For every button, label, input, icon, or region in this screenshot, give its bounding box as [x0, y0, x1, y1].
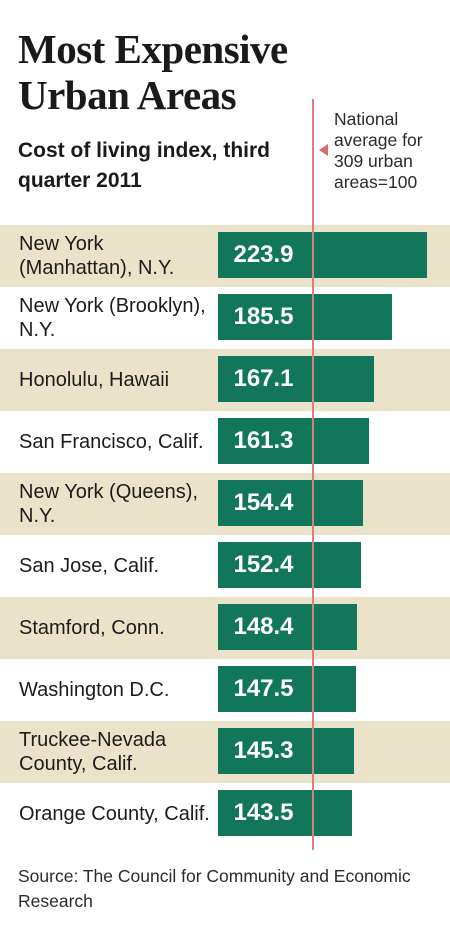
value-label: 223.9 — [233, 241, 294, 268]
value-label: 152.4 — [233, 551, 294, 578]
value-label: 161.3 — [233, 427, 294, 454]
category-label: New York (Queens), N.Y. — [19, 481, 198, 527]
bar — [218, 356, 374, 402]
reference-arrow-icon — [319, 144, 328, 156]
category-label: Stamford, Conn. — [19, 617, 165, 639]
bar — [218, 666, 356, 712]
category-label: Orange County, Calif. — [19, 803, 210, 825]
category-label: Truckee-Nevada County, Calif. — [19, 729, 167, 775]
category-label: New York (Brooklyn), N.Y. — [19, 295, 206, 341]
chart-row: Honolulu, Hawaii 167.1 — [0, 349, 450, 411]
source-note: Source: The Council for Community and Ec… — [18, 866, 411, 911]
value-label: 147.5 — [233, 675, 294, 702]
bar — [218, 790, 352, 836]
chart-row: New York (Queens), N.Y. 154.4 — [0, 473, 450, 535]
bar — [218, 728, 354, 774]
chart-row: Washington D.C. 147.5 — [0, 659, 450, 721]
bar — [218, 418, 369, 464]
bar — [218, 542, 361, 588]
bar — [218, 604, 357, 650]
value-label: 148.4 — [233, 613, 294, 640]
category-label: Honolulu, Hawaii — [19, 369, 170, 391]
value-label: 185.5 — [233, 303, 294, 330]
bar-chart: New York (Manhattan), N.Y. 223.9 New York … — [0, 225, 450, 845]
chart-row: Stamford, Conn. 148.4 — [0, 597, 450, 659]
chart-row: Truckee-Nevada County, Calif. 145.3 — [0, 721, 450, 783]
chart-row: New York (Brooklyn), N.Y. 185.5 — [0, 287, 450, 349]
value-label: 145.3 — [233, 737, 294, 764]
category-label: New York (Manhattan), N.Y. — [19, 233, 175, 279]
value-label: 154.4 — [233, 489, 294, 516]
chart-row: Orange County, Calif. 143.5 — [0, 783, 450, 845]
reference-note: National average for 309 urban areas=100 — [334, 109, 423, 192]
category-label: San Francisco, Calif. — [19, 431, 204, 453]
category-label: San Jose, Calif. — [19, 555, 160, 577]
chart-title: Most Expensive Urban Areas — [18, 26, 288, 118]
category-label: Washington D.C. — [19, 679, 170, 701]
value-label: 143.5 — [233, 799, 294, 826]
bar — [218, 232, 427, 278]
bar — [218, 480, 363, 526]
reference-line — [312, 99, 314, 850]
chart-row: San Jose, Calif. 152.4 — [0, 535, 450, 597]
bar — [218, 294, 392, 340]
value-label: 167.1 — [233, 365, 294, 392]
chart-subtitle: Cost of living index, third quarter 2011 — [18, 139, 270, 192]
chart-row: New York (Manhattan), N.Y. 223.9 — [0, 225, 450, 287]
chart-row: San Francisco, Calif. 161.3 — [0, 411, 450, 473]
